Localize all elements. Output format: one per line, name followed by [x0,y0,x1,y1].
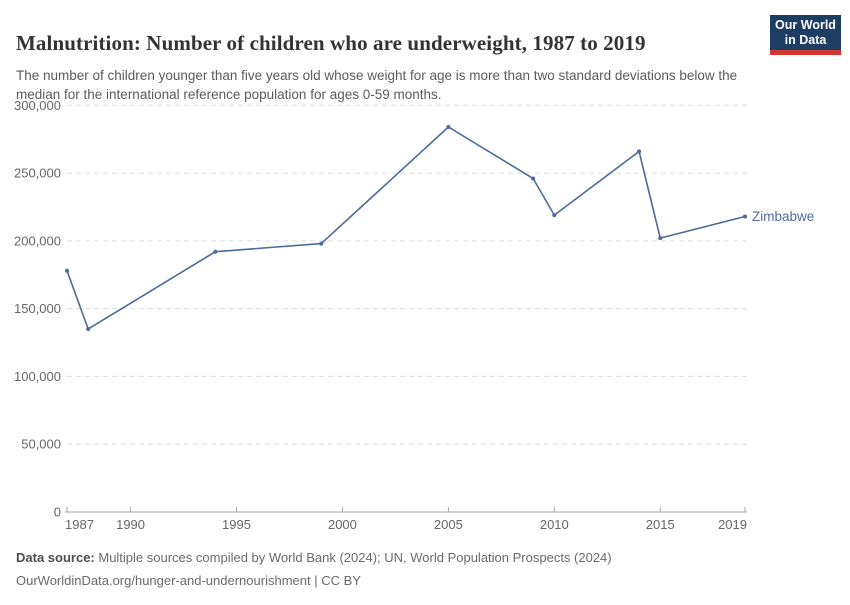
data-point-marker[interactable] [531,176,536,181]
y-tick-label: 100,000 [14,369,61,384]
data-source-text: Multiple sources compiled by World Bank … [94,550,612,565]
owid-logo-line1: Our World [775,18,836,32]
y-tick-label: 300,000 [14,98,61,113]
y-tick-label: 50,000 [21,437,61,452]
data-point-marker[interactable] [446,124,451,129]
data-point-marker[interactable] [658,236,663,241]
data-point-marker[interactable] [65,268,69,273]
owid-logo-line2: in Data [784,33,827,47]
x-tick-label: 2015 [646,517,675,532]
y-tick-label: 250,000 [14,166,61,181]
data-source-label: Data source: [16,550,95,565]
data-point-marker[interactable] [743,214,747,219]
x-tick-label: 2019 [718,517,747,532]
x-tick-label: 2010 [540,517,569,532]
x-tick-label: 1987 [65,517,94,532]
data-point-marker[interactable] [552,213,557,218]
data-point-marker[interactable] [637,149,642,154]
data-source-line: Data source: Multiple sources compiled b… [16,546,836,569]
chart-title: Malnutrition: Number of children who are… [16,31,646,56]
citation-line: OurWorldinData.org/hunger-and-undernouri… [16,573,361,588]
chart-subtitle: The number of children younger than five… [16,67,738,102]
x-tick-label: 1990 [116,517,145,532]
data-point-marker[interactable] [319,241,324,246]
chart-footer: Data source: Multiple sources compiled b… [16,546,836,592]
series-end-label: Zimbabwe [752,209,814,224]
y-tick-label: 150,000 [14,301,61,316]
y-tick-label: 0 [54,505,61,520]
data-point-marker[interactable] [213,249,218,254]
data-point-marker[interactable] [86,326,91,331]
x-tick-label: 2000 [328,517,357,532]
owid-logo: Our World in Data [770,15,841,55]
y-tick-label: 200,000 [14,233,61,248]
x-tick-label: 2005 [434,517,463,532]
x-tick-label: 1995 [222,517,251,532]
series-line-zimbabwe[interactable] [66,126,746,330]
